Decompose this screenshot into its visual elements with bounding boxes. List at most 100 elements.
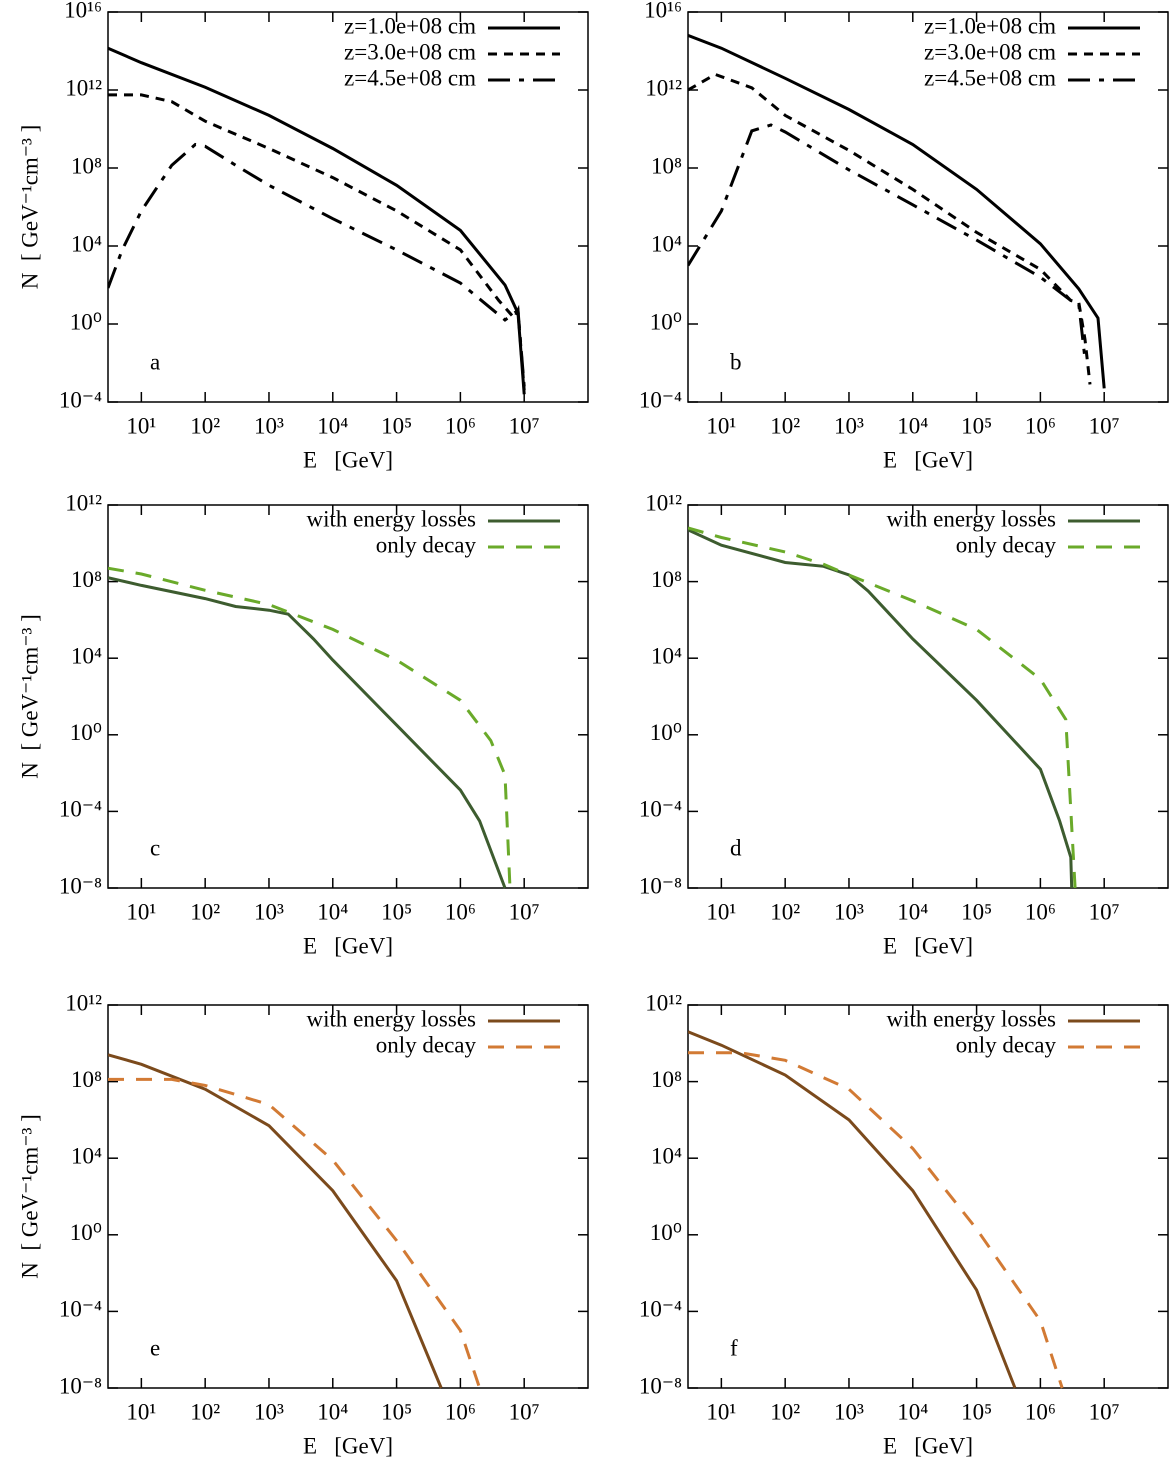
- panel: 10¹ 10² 10³ 10⁴ 10⁵ 10⁶ 10⁷ 10⁻⁸ 10⁻⁴ 10⁰ 10⁴ 10⁸ 10…: [17, 990, 589, 1458]
- plot-frame: [107, 11, 589, 403]
- plot-frame: [107, 1004, 589, 1389]
- y-tick-label: 10⁰: [70, 1220, 102, 1245]
- legend-label: z=4.5e+08 cm: [924, 65, 1056, 90]
- y-axis-label: N [ GeV⁻¹cm⁻³ ]: [17, 125, 42, 290]
- plot-frame: [687, 1004, 1169, 1389]
- x-tick-label: 10²: [190, 1399, 220, 1424]
- legend-label: only decay: [956, 532, 1057, 557]
- x-tick-label: 10⁵: [961, 1399, 992, 1424]
- panel: 10¹ 10² 10³ 10⁴ 10⁵ 10⁶ 10⁷ 10⁻⁸ 10⁻⁴ 10⁰ 10⁴ 10⁸ 10…: [17, 490, 589, 958]
- legend-label: only decay: [376, 532, 477, 557]
- x-tick-label: 10⁶: [1025, 899, 1056, 924]
- y-tick-label: 10⁰: [70, 309, 102, 334]
- y-tick-label: 10⁴: [71, 1143, 102, 1168]
- series-line: [108, 576, 507, 889]
- legend-label: z=3.0e+08 cm: [924, 39, 1056, 64]
- series-line: [688, 1051, 1064, 1389]
- x-tick-label: 10³: [834, 413, 864, 438]
- series-line: [108, 1077, 482, 1389]
- x-tick-label: 10⁶: [445, 413, 476, 438]
- y-tick-label: 10⁻⁸: [639, 1373, 682, 1398]
- y-tick-label: 10⁸: [71, 567, 102, 592]
- series-line: [108, 46, 526, 395]
- y-tick-label: 10⁰: [650, 1220, 682, 1245]
- y-tick-label: 10⁻⁴: [639, 387, 682, 412]
- y-tick-label: 10⁴: [71, 231, 102, 256]
- series-line: [688, 123, 1087, 360]
- x-tick-label: 10²: [770, 1399, 800, 1424]
- legend-label: with energy losses: [886, 1006, 1056, 1031]
- panel-letter: f: [730, 1335, 738, 1360]
- x-tick-label: 10¹: [126, 899, 156, 924]
- y-tick-label: 10⁻⁸: [59, 1373, 102, 1398]
- series-line: [688, 526, 1077, 889]
- x-axis-label: E [GeV]: [303, 1433, 393, 1458]
- series-line: [108, 93, 526, 391]
- x-tick-label: 10⁴: [897, 413, 928, 438]
- y-tick-label: 10⁻⁴: [639, 1297, 682, 1322]
- x-tick-label: 10³: [254, 1399, 284, 1424]
- x-axis-label: E [GeV]: [883, 933, 973, 958]
- y-axis-label: N [ GeV⁻¹cm⁻³ ]: [17, 614, 42, 779]
- series-line: [688, 72, 1092, 385]
- x-tick-label: 10⁴: [897, 1399, 928, 1424]
- x-axis-label: E [GeV]: [303, 447, 393, 472]
- x-tick-label: 10⁵: [961, 899, 992, 924]
- panel: 10¹ 10² 10³ 10⁴ 10⁵ 10⁶ 10⁷ 10⁻⁴ 10⁰ 10⁴ 10⁸ 10¹² 10…: [17, 0, 589, 472]
- y-tick-label: 10¹⁶: [64, 0, 102, 22]
- panel: 10¹ 10² 10³ 10⁴ 10⁵ 10⁶ 10⁷ 10⁻⁸ 10⁻⁴ 10⁰ 10⁴ 10⁸ 10…: [639, 990, 1169, 1458]
- y-tick-label: 10⁸: [71, 1067, 102, 1092]
- x-axis-label: E [GeV]: [883, 447, 973, 472]
- y-axis-label: N [ GeV⁻¹cm⁻³ ]: [17, 1114, 42, 1279]
- x-tick-label: 10¹: [126, 413, 156, 438]
- x-tick-label: 10³: [254, 899, 284, 924]
- y-tick-label: 10⁻⁴: [59, 1297, 102, 1322]
- x-tick-label: 10²: [190, 899, 220, 924]
- y-tick-label: 10⁻⁴: [639, 797, 682, 822]
- x-tick-label: 10⁷: [1089, 413, 1120, 438]
- y-tick-label: 10¹²: [645, 490, 682, 515]
- legend-label: with energy losses: [886, 506, 1056, 531]
- x-tick-label: 10⁶: [445, 1399, 476, 1424]
- x-tick-label: 10⁵: [381, 899, 412, 924]
- x-tick-label: 10⁷: [1089, 1399, 1120, 1424]
- x-tick-label: 10⁷: [509, 899, 540, 924]
- series-line: [688, 1030, 1017, 1389]
- y-tick-label: 10⁰: [650, 720, 682, 745]
- y-tick-label: 10⁻⁸: [59, 873, 102, 898]
- y-tick-label: 10¹²: [645, 990, 682, 1015]
- panel-letter: e: [150, 1335, 160, 1360]
- y-tick-label: 10¹²: [65, 490, 102, 515]
- x-tick-label: 10⁶: [1025, 1399, 1056, 1424]
- panel-letter: c: [150, 835, 160, 860]
- panel-letter: d: [730, 835, 742, 860]
- x-tick-label: 10⁵: [381, 1399, 412, 1424]
- x-tick-label: 10¹: [706, 1399, 736, 1424]
- legend-label: z=1.0e+08 cm: [924, 13, 1056, 38]
- x-axis-label: E [GeV]: [883, 1433, 973, 1458]
- y-tick-label: 10⁴: [651, 231, 682, 256]
- legend-label: z=3.0e+08 cm: [344, 39, 476, 64]
- series-line: [108, 566, 512, 889]
- plot-frame: [687, 11, 1169, 403]
- x-tick-label: 10³: [834, 899, 864, 924]
- plot-frame: [687, 504, 1169, 889]
- y-tick-label: 10⁰: [650, 309, 682, 334]
- series-line: [688, 33, 1106, 389]
- y-tick-label: 10⁴: [651, 643, 682, 668]
- legend-label: only decay: [376, 1032, 477, 1057]
- y-tick-label: 10¹²: [645, 75, 682, 100]
- y-tick-label: 10⁰: [70, 720, 102, 745]
- panel-letter: a: [150, 349, 160, 374]
- x-tick-label: 10⁴: [317, 899, 348, 924]
- x-tick-label: 10³: [834, 1399, 864, 1424]
- series-line: [108, 142, 526, 387]
- y-tick-label: 10⁸: [71, 153, 102, 178]
- x-tick-label: 10⁷: [509, 1399, 540, 1424]
- y-tick-label: 10⁻⁴: [59, 387, 102, 412]
- plot-frame: [107, 504, 589, 889]
- y-tick-label: 10⁸: [651, 567, 682, 592]
- y-tick-label: 10⁸: [651, 153, 682, 178]
- x-tick-label: 10⁴: [897, 899, 928, 924]
